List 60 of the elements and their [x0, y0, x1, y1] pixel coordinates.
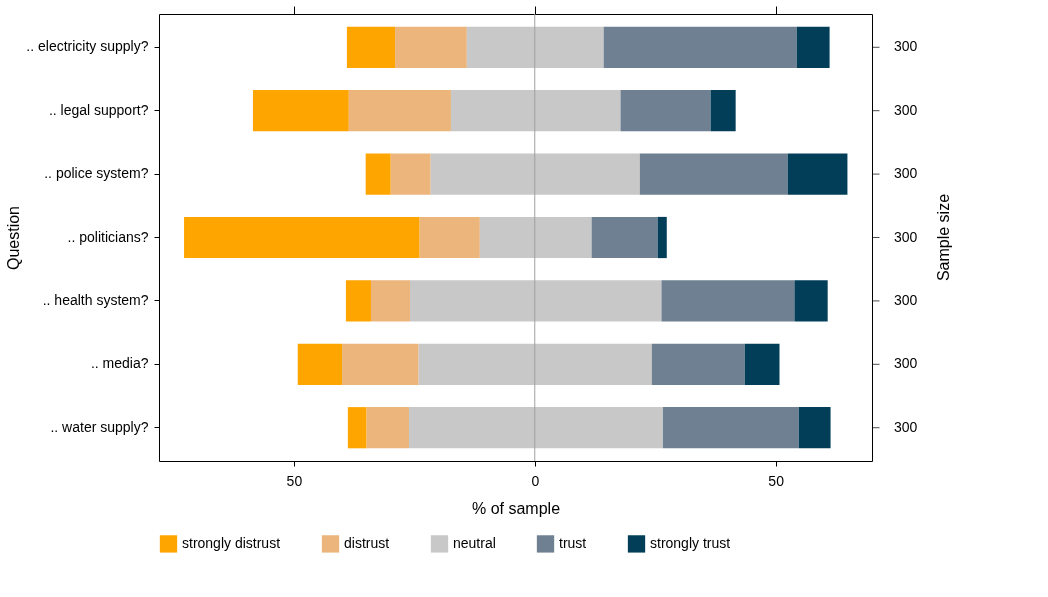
bar [390, 153, 431, 195]
bar [345, 280, 371, 322]
bar [744, 343, 780, 385]
bar [395, 26, 467, 68]
x-tick-label: 50 [768, 472, 785, 489]
y-tick-label: .. water supply? [50, 418, 149, 435]
bar [346, 26, 396, 68]
bar [252, 90, 349, 132]
bar [419, 216, 480, 259]
bar [410, 280, 662, 322]
x-tick-label: 50 [286, 472, 303, 489]
y-tick-label: .. politicians? [67, 228, 149, 245]
y-tick-label: .. police system? [44, 165, 149, 182]
bar [603, 26, 797, 68]
bar [370, 280, 410, 322]
bar [639, 153, 788, 195]
bar [297, 343, 343, 385]
x-axis-title: % of sample [471, 499, 561, 517]
legend-label: distrust [344, 534, 390, 551]
bar [342, 343, 419, 385]
bar [184, 216, 420, 259]
y-tick-label: .. media? [90, 355, 149, 372]
bar [657, 216, 667, 259]
y-tick-label: .. electricity supply? [26, 38, 149, 55]
y2-tick-label: 300 [894, 228, 918, 245]
y2-tick-label: 300 [894, 101, 918, 118]
bar [430, 153, 640, 195]
y2-tick-label: 300 [894, 38, 918, 55]
legend-label: neutral [453, 534, 496, 551]
y2-tick-label: 300 [894, 291, 918, 308]
legend-label: strongly distrust [182, 534, 281, 551]
x-tick-label: 0 [531, 472, 540, 489]
bar [366, 407, 410, 449]
bar [651, 343, 745, 385]
bar [794, 280, 828, 322]
bar [710, 90, 736, 132]
y-axis-title: Question [5, 205, 23, 271]
bar [418, 343, 652, 385]
legend-label: strongly trust [650, 534, 731, 551]
y2-tick-label: 300 [894, 165, 918, 182]
bar [450, 90, 621, 132]
bar [409, 407, 663, 449]
bar [798, 407, 831, 449]
bar [466, 26, 604, 68]
y2-axis-title: Sample size [935, 193, 952, 282]
bar [661, 280, 795, 322]
bar [620, 90, 711, 132]
bar [348, 90, 451, 132]
bar [787, 153, 848, 195]
bar [662, 407, 799, 449]
y2-tick-label: 300 [894, 418, 918, 435]
bar [479, 216, 592, 259]
y2-tick-label: 300 [894, 355, 918, 372]
bar [365, 153, 391, 195]
y-tick-label: .. legal support? [48, 101, 149, 118]
bar [347, 407, 367, 449]
bar [591, 216, 658, 259]
legend-label: trust [559, 534, 587, 551]
y-tick-label: .. health system? [42, 291, 149, 308]
bar [796, 26, 830, 68]
